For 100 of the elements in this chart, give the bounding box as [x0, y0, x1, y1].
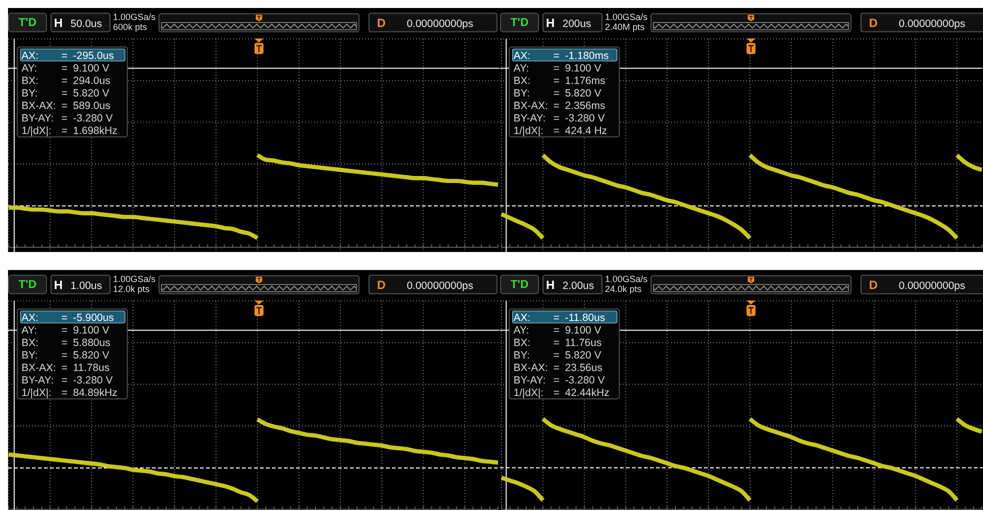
text: BX-AX: [514, 100, 548, 112]
text: D [377, 16, 386, 30]
text: BY: [22, 87, 38, 100]
text: 0.00000000ps [406, 18, 474, 30]
text: BY-AY: [22, 112, 54, 125]
text: = [553, 50, 560, 62]
text: 0.00000000ps [898, 280, 966, 292]
text: BX: [22, 74, 38, 87]
text: BY: [514, 349, 530, 362]
text: 1/|dX|: [514, 387, 544, 400]
text: -5.900us [73, 312, 114, 324]
text: BX-AX: [22, 100, 56, 112]
text: = [61, 74, 68, 87]
text: = [61, 362, 68, 374]
text: 1.698kHz [73, 125, 118, 138]
text: = [553, 62, 560, 74]
text: 11.76us [565, 336, 602, 349]
text: -3.280 V [73, 112, 113, 125]
text: = [61, 125, 68, 138]
text: 1.00GSa/s [605, 12, 648, 22]
text: = [553, 336, 560, 349]
text: 1.176ms [565, 74, 606, 87]
text: 5.820 V [565, 349, 602, 362]
text: -1.180ms [565, 50, 609, 62]
text: = [61, 87, 68, 100]
text: BX-AX: [22, 362, 56, 374]
text: 200us [562, 18, 592, 30]
text: BY-AY: [514, 374, 546, 387]
text: AX: [22, 50, 38, 62]
text: 9.100 V [565, 62, 602, 74]
text: D [869, 16, 878, 30]
text: T'D [18, 16, 37, 29]
text: = [553, 100, 560, 112]
text: 9.100 V [565, 324, 602, 336]
text: 1.00GSa/s [113, 274, 156, 284]
text: 84.89kHz [73, 387, 118, 400]
text: 11.78us [73, 362, 110, 374]
text: 2.00us [562, 280, 594, 292]
text: 50.0us [70, 18, 102, 30]
text: 9.100 V [73, 62, 110, 74]
text: 1/|dX|: [22, 387, 52, 400]
text: 5.820 V [73, 87, 110, 100]
text: = [61, 374, 68, 387]
text: 23.56us [565, 362, 602, 374]
text: BY-AY: [514, 112, 546, 125]
text: 600k pts [113, 22, 148, 32]
text: AX: [22, 312, 38, 324]
text: BY: [514, 87, 530, 100]
text: = [61, 349, 68, 362]
text: -11.80us [565, 312, 606, 324]
text: 5.820 V [73, 349, 110, 362]
text: D [869, 278, 878, 292]
text: AY: [22, 62, 38, 74]
text: -3.280 V [565, 374, 605, 387]
text: BY-AY: [22, 374, 54, 387]
text: 1/|dX|: [514, 125, 544, 138]
text: 2.40M pts [605, 22, 646, 32]
text: T'D [510, 16, 529, 29]
text: H [546, 16, 555, 30]
text: T'D [18, 278, 37, 291]
text: = [61, 312, 68, 324]
text: 294.0us [73, 74, 110, 87]
text: = [553, 312, 560, 324]
text: = [61, 336, 68, 349]
text: BX: [22, 336, 38, 349]
text: 42.44kHz [565, 387, 610, 400]
text: 1/|dX|: [22, 125, 52, 138]
text: 1.00GSa/s [605, 274, 648, 284]
text: BX-AX: [514, 362, 548, 374]
text: 2.356ms [565, 100, 606, 112]
text: = [61, 387, 68, 400]
text: 1.00us [70, 280, 102, 292]
text: -3.280 V [565, 112, 605, 125]
text: 5.820 V [565, 87, 602, 100]
text: = [553, 87, 560, 100]
text: = [553, 362, 560, 374]
text: 0.00000000ps [898, 18, 966, 30]
text: = [61, 62, 68, 74]
text: D [377, 278, 386, 292]
text: = [553, 125, 560, 138]
text: = [553, 112, 560, 125]
text: = [61, 100, 68, 112]
text: T'D [510, 278, 529, 291]
text: 5.880us [73, 336, 110, 349]
text: = [553, 387, 560, 400]
text: 424.4 Hz [565, 125, 608, 138]
text: = [553, 324, 560, 336]
text: = [61, 324, 68, 336]
text: AX: [514, 50, 530, 62]
text: H [54, 16, 63, 30]
text: = [61, 50, 68, 62]
text: -3.280 V [73, 374, 113, 387]
text: 1.00GSa/s [113, 12, 156, 22]
text: -295.0us [73, 50, 114, 62]
text: 9.100 V [73, 324, 110, 336]
text: BY: [22, 349, 38, 362]
text: AY: [22, 324, 38, 336]
text: 0.00000000ps [406, 280, 474, 292]
text: = [553, 74, 560, 87]
text: AY: [514, 62, 530, 74]
